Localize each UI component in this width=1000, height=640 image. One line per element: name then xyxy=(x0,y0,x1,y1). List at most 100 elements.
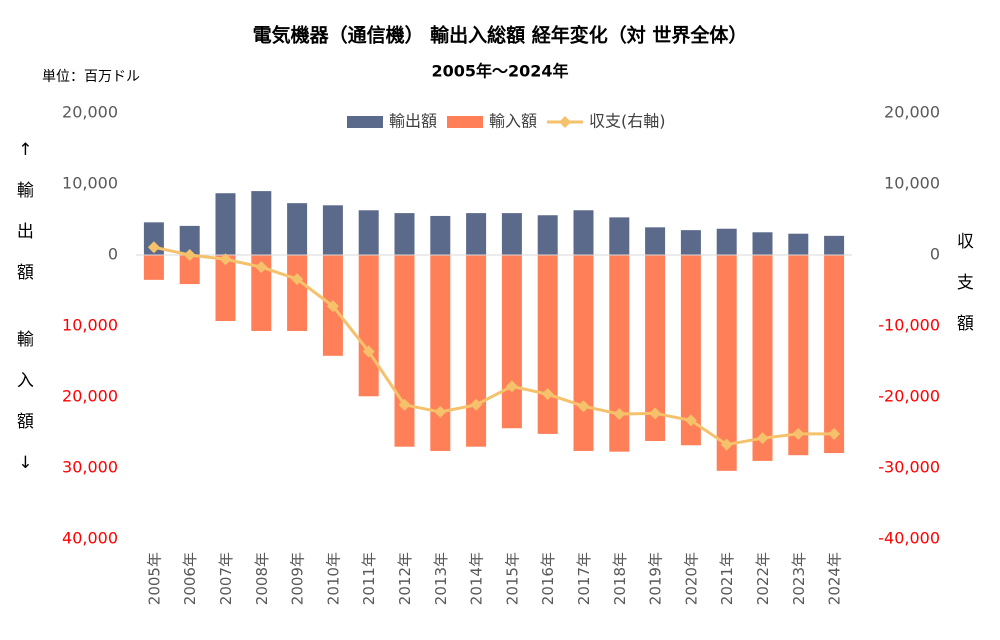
x-tick-label: 2023年 xyxy=(790,552,808,605)
unit-label: 単位：百万ドル xyxy=(42,69,140,85)
balance-marker xyxy=(720,438,733,451)
bar xyxy=(680,230,701,255)
balance-marker xyxy=(362,345,375,358)
y-tick-label: 40,000 xyxy=(62,529,118,548)
balance-marker xyxy=(649,407,662,420)
x-tick-label: 2021年 xyxy=(718,552,736,605)
bar xyxy=(609,217,630,255)
legend-label: 収支(右軸) xyxy=(589,112,666,131)
bar xyxy=(716,228,737,255)
y2-tick-label: -40,000 xyxy=(878,529,940,548)
x-tick-label: 2015年 xyxy=(503,552,521,605)
chart-title: 電気機器（通信機） 輸出入総額 経年変化（対 世界全体） xyxy=(253,24,748,47)
bar xyxy=(466,255,487,447)
balance-marker xyxy=(291,273,304,286)
x-tick-label: 2006年 xyxy=(181,552,199,605)
balance-line xyxy=(153,245,835,447)
y-axis-label-bottom: 輸入額↓ xyxy=(16,330,34,473)
x-tick-label: 2019年 xyxy=(647,552,665,605)
y2-tick-label: 0 xyxy=(930,245,940,264)
bar xyxy=(215,193,236,255)
y2-tick-label: -30,000 xyxy=(878,458,940,477)
balance-marker xyxy=(219,253,232,266)
bar xyxy=(537,215,558,255)
legend-marker xyxy=(559,116,571,128)
x-tick-label: 2008年 xyxy=(253,552,271,605)
balance-marker xyxy=(470,398,483,411)
y-axis-label-top: ↑輸出額 xyxy=(16,140,34,283)
bar xyxy=(215,255,236,322)
x-tick-label: 2012年 xyxy=(396,552,414,605)
y-tick-label: 10,000 xyxy=(62,174,118,193)
balance-marker xyxy=(183,249,196,261)
legend-label: 輸出額 xyxy=(389,112,437,131)
bar xyxy=(716,255,737,471)
balance-marker xyxy=(828,427,841,440)
x-tick-label: 2013年 xyxy=(432,552,450,605)
balance-marker xyxy=(434,405,447,418)
bar xyxy=(143,255,164,280)
bar xyxy=(251,191,272,255)
bar xyxy=(645,227,666,255)
x-tick-label: 2005年 xyxy=(145,552,163,605)
y-tick-label: 30,000 xyxy=(62,458,118,477)
y-tick-label: 10,000 xyxy=(62,316,118,335)
balance-marker xyxy=(255,261,268,274)
y-tick-label: 0 xyxy=(108,245,118,264)
x-tick-label: 2020年 xyxy=(682,552,700,605)
bar xyxy=(179,225,200,255)
y2-tick-label: -10,000 xyxy=(878,316,940,335)
balance-marker xyxy=(613,408,626,421)
bar xyxy=(680,255,701,446)
legend-swatch xyxy=(447,116,483,128)
balance-marker xyxy=(756,432,769,445)
x-tick-label: 2024年 xyxy=(826,552,844,605)
bar xyxy=(287,203,308,255)
legend-label: 輸入額 xyxy=(489,112,537,131)
legend-swatch xyxy=(347,116,383,128)
y2-tick-label: -20,000 xyxy=(878,387,940,406)
balance-marker xyxy=(541,388,554,401)
balance-marker xyxy=(505,380,518,393)
x-tick-label: 2016年 xyxy=(539,552,557,605)
x-tick-label: 2022年 xyxy=(754,552,772,605)
bar xyxy=(824,235,845,255)
bar xyxy=(573,255,594,451)
bar xyxy=(430,215,451,255)
balance-marker xyxy=(577,400,590,413)
bar xyxy=(394,255,415,447)
y-tick-label: 20,000 xyxy=(62,103,118,122)
bar xyxy=(501,255,522,429)
balance-marker xyxy=(792,427,805,440)
bar xyxy=(788,255,809,456)
bar xyxy=(466,213,487,255)
x-tick-label: 2017年 xyxy=(575,552,593,605)
balance-marker xyxy=(684,414,697,427)
x-tick-label: 2009年 xyxy=(289,552,307,605)
y2-tick-label: 20,000 xyxy=(884,103,940,122)
bar xyxy=(573,210,594,255)
bar xyxy=(358,210,379,255)
balance-marker xyxy=(398,398,411,411)
bar xyxy=(537,255,558,434)
bar xyxy=(824,255,845,454)
bar xyxy=(179,255,200,285)
bar xyxy=(752,232,773,255)
bar xyxy=(788,233,809,255)
bar xyxy=(501,213,522,255)
y2-axis-label: 収支額 xyxy=(956,232,974,334)
x-tick-label: 2014年 xyxy=(468,552,486,605)
bar xyxy=(358,255,379,397)
bar xyxy=(430,255,451,451)
bar xyxy=(322,205,343,255)
balance-marker xyxy=(326,300,339,313)
x-tick-label: 2011年 xyxy=(360,552,378,605)
x-tick-label: 2010年 xyxy=(324,552,342,605)
bar xyxy=(645,255,666,442)
y2-tick-label: 10,000 xyxy=(884,174,940,193)
bar xyxy=(609,255,630,452)
bar xyxy=(287,255,308,331)
legend: 輸出額 輸入額 収支(右軸) xyxy=(347,112,666,131)
